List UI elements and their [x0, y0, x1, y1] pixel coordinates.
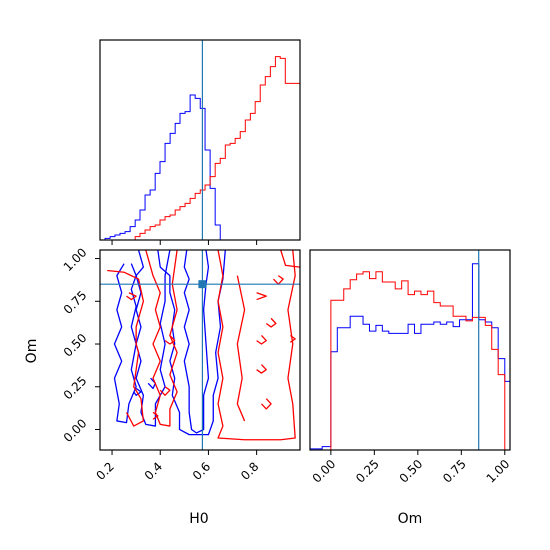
contour-H0-Om-frame [99, 249, 301, 451]
y-axis-label-Om: Om [24, 339, 40, 364]
contour-series-red [265, 317, 277, 328]
hist-Om-x-tick-label: 0.00 [310, 457, 339, 486]
contour-y-tick-label: 1.00 [61, 245, 90, 274]
contour-series-red [164, 335, 176, 345]
x-axis-label-Om: Om [398, 511, 423, 527]
truth-marker [198, 280, 207, 289]
contour-series-blue [135, 250, 171, 427]
contour-series-red [256, 292, 267, 301]
histogram-series-blue [100, 94, 300, 241]
histogram-Om-panel: 0.00 0.25 0.50 0.75 1.00 [309, 249, 513, 486]
contour-series-red [260, 398, 272, 410]
contour-series-blue [183, 250, 210, 434]
histogram-H0-panel [99, 39, 301, 245]
contour-series-red [273, 275, 284, 285]
contour-H0-Om-panel: 0.2 0.4 0.6 0.8 0.00 0.25 0.50 0.75 1.00 [61, 245, 301, 483]
hist-Om-x-tick-label: 0.50 [397, 457, 426, 486]
contour-y-tick-label: 0.75 [61, 288, 90, 317]
contour-y-tick-label: 0.25 [61, 374, 90, 403]
histogram-series-red [310, 271, 510, 451]
contour-x-tick-label: 0.2 [94, 459, 117, 482]
hist-Om-x-tick-label: 1.00 [484, 457, 513, 486]
histogram-series-red [100, 56, 300, 241]
hist-Om-x-tick-label: 0.25 [353, 457, 382, 486]
contour-series-red [236, 275, 246, 422]
contour-series-red [256, 364, 267, 374]
contour-y-tick-label: 0.50 [61, 331, 90, 360]
histogram-H0-frame [99, 39, 301, 241]
contour-series-red [217, 250, 296, 441]
contour-series-red [280, 250, 300, 268]
histogram-series-blue [309, 263, 510, 450]
hist-Om-x-tick-label: 0.75 [440, 457, 469, 486]
contour-x-tick-label: 0.6 [190, 459, 213, 482]
contour-series-red [145, 250, 178, 427]
contour-series-blue [113, 263, 137, 424]
contour-lines [107, 250, 300, 441]
contour-series-red [152, 411, 159, 420]
contour-y-tick-label: 0.00 [61, 416, 90, 445]
contour-series-red [126, 292, 137, 301]
histogram-Om-frame [309, 249, 511, 451]
contour-series-blue [157, 250, 226, 436]
contour-series-blue [147, 377, 157, 390]
contour-series-red [159, 386, 171, 396]
contour-x-tick-label: 0.4 [142, 459, 165, 482]
contour-series-red [289, 334, 296, 343]
contour-series-red [256, 335, 267, 345]
contour-series-red [107, 269, 145, 427]
contour-x-tick-label: 0.8 [238, 459, 261, 482]
x-axis-label-H0: H0 [189, 511, 208, 527]
